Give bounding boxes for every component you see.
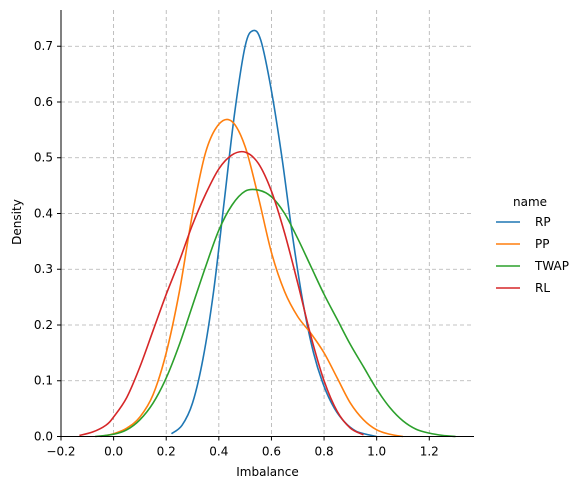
y-tick-label: 0.3 [34, 262, 53, 276]
grid [60, 10, 474, 437]
x-tick-label: 0.4 [209, 445, 228, 459]
y-tick-label: 0.6 [34, 95, 53, 109]
y-tick-label: 0.2 [34, 318, 53, 332]
legend: name RP PP TWAP RL [496, 195, 569, 295]
series-line-twap [95, 188, 456, 438]
x-tick-label: 0.2 [157, 445, 176, 459]
y-axis-label: Density [10, 199, 24, 245]
y-tick-label: 0.4 [34, 206, 53, 220]
x-tick-label: 0.6 [262, 445, 281, 459]
legend-label-twap: TWAP [534, 259, 569, 273]
x-ticks: −0.2 0.0 0.2 0.4 0.6 0.8 1.0 1.2 [46, 436, 439, 459]
series-line-rl [79, 150, 364, 437]
legend-label-pp: PP [535, 237, 549, 251]
legend-title: name [513, 195, 547, 209]
legend-label-rp: RP [535, 215, 551, 229]
y-ticks: 0.0 0.1 0.2 0.3 0.4 0.5 0.6 0.7 [34, 39, 61, 444]
x-tick-label: −0.2 [46, 445, 75, 459]
x-axis-label: Imbalance [236, 465, 298, 479]
y-tick-label: 0.7 [34, 39, 53, 53]
x-tick-label: 0.0 [104, 445, 123, 459]
x-tick-label: 0.8 [315, 445, 334, 459]
y-tick-label: 0.0 [34, 430, 53, 444]
x-tick-label: 1.0 [367, 445, 386, 459]
series-lines [79, 29, 456, 438]
x-tick-label: 1.2 [420, 445, 439, 459]
legend-label-rl: RL [535, 281, 550, 295]
y-tick-label: 0.1 [34, 374, 53, 388]
series-line-pp [100, 118, 404, 438]
y-tick-label: 0.5 [34, 151, 53, 165]
series-line-rp [170, 29, 377, 438]
